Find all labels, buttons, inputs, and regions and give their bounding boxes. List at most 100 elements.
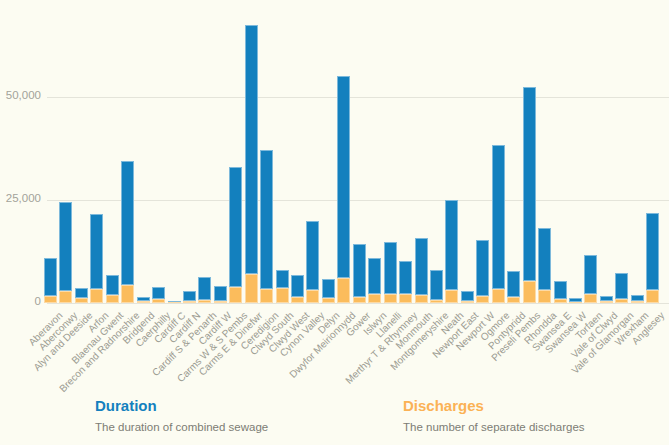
bar-swansea-w[interactable] bbox=[569, 298, 582, 303]
bar-islwyn[interactable] bbox=[368, 258, 381, 303]
bar-segment-discharges[interactable] bbox=[569, 302, 582, 303]
bar-segment-duration[interactable] bbox=[368, 258, 381, 294]
bar-segment-duration[interactable] bbox=[415, 238, 428, 296]
bar-segment-duration[interactable] bbox=[399, 261, 412, 293]
legend-title-discharges[interactable]: Discharges bbox=[403, 396, 669, 416]
bar-segment-duration[interactable] bbox=[554, 281, 567, 299]
bar-bridgend[interactable] bbox=[137, 297, 150, 303]
bar-segment-discharges[interactable] bbox=[337, 278, 350, 303]
bar-segment-duration[interactable] bbox=[44, 258, 57, 297]
bar-carms-w-s-pembs[interactable] bbox=[229, 167, 242, 303]
bar-brecon-and-radnorshire[interactable] bbox=[121, 161, 134, 303]
bar-segment-discharges[interactable] bbox=[584, 294, 597, 303]
bar-segment-duration[interactable] bbox=[445, 200, 458, 290]
bar-segment-discharges[interactable] bbox=[615, 299, 628, 303]
bar-segment-discharges[interactable] bbox=[260, 289, 273, 303]
bar-segment-duration[interactable] bbox=[523, 87, 536, 282]
bar-segment-duration[interactable] bbox=[538, 228, 551, 290]
bar-segment-discharges[interactable] bbox=[198, 300, 211, 303]
bar-segment-discharges[interactable] bbox=[554, 299, 567, 303]
bar-newport-east[interactable] bbox=[461, 291, 474, 303]
bar-alyn-and-deeside[interactable] bbox=[75, 288, 88, 303]
bar-segment-discharges[interactable] bbox=[430, 300, 443, 303]
bar-carms-e-dinefwr[interactable] bbox=[245, 25, 258, 303]
bar-merthyr-t-rhymney[interactable] bbox=[399, 261, 412, 303]
bar-segment-duration[interactable] bbox=[106, 275, 119, 295]
bar-segment-discharges[interactable] bbox=[90, 289, 103, 303]
bar-segment-discharges[interactable] bbox=[276, 288, 289, 303]
bar-cardiff-c[interactable] bbox=[168, 301, 181, 303]
bar-preseli-pembs[interactable] bbox=[523, 87, 536, 303]
bar-segment-duration[interactable] bbox=[229, 167, 242, 286]
legend-title-duration[interactable]: Duration bbox=[95, 396, 385, 416]
bar-segment-duration[interactable] bbox=[306, 221, 319, 290]
bar-segment-discharges[interactable] bbox=[75, 298, 88, 303]
bar-segment-discharges[interactable] bbox=[631, 301, 644, 303]
bar-segment-duration[interactable] bbox=[245, 25, 258, 274]
bar-segment-discharges[interactable] bbox=[523, 281, 536, 303]
bar-segment-discharges[interactable] bbox=[59, 291, 72, 303]
bar-segment-duration[interactable] bbox=[337, 76, 350, 278]
bar-segment-discharges[interactable] bbox=[291, 297, 304, 303]
bar-arfon[interactable] bbox=[90, 214, 103, 303]
bar-segment-duration[interactable] bbox=[75, 288, 88, 298]
bar-segment-discharges[interactable] bbox=[152, 299, 165, 303]
bar-segment-duration[interactable] bbox=[276, 270, 289, 288]
bar-segment-duration[interactable] bbox=[384, 242, 397, 293]
bar-segment-duration[interactable] bbox=[183, 291, 196, 302]
bar-monmouth[interactable] bbox=[415, 238, 428, 303]
bar-gower[interactable] bbox=[353, 244, 366, 303]
bar-segment-discharges[interactable] bbox=[121, 285, 134, 303]
bar-newport-w[interactable] bbox=[476, 240, 489, 303]
bar-cardiff-s-penarth[interactable] bbox=[198, 277, 211, 303]
bar-segment-duration[interactable] bbox=[353, 244, 366, 298]
bar-delyn[interactable] bbox=[322, 279, 335, 303]
bar-segment-duration[interactable] bbox=[615, 273, 628, 299]
bar-anglesey[interactable] bbox=[646, 213, 659, 303]
bar-segment-duration[interactable] bbox=[152, 287, 165, 299]
bar-segment-discharges[interactable] bbox=[44, 296, 57, 303]
bar-segment-discharges[interactable] bbox=[183, 301, 196, 303]
bar-segment-discharges[interactable] bbox=[214, 301, 227, 303]
bar-llanelli[interactable] bbox=[384, 242, 397, 303]
bar-caerphilly[interactable] bbox=[152, 287, 165, 303]
bar-segment-discharges[interactable] bbox=[538, 290, 551, 303]
bar-segment-duration[interactable] bbox=[121, 161, 134, 285]
bar-segment-discharges[interactable] bbox=[461, 301, 474, 303]
bar-segment-discharges[interactable] bbox=[646, 290, 659, 303]
bar-clwyd-west[interactable] bbox=[291, 275, 304, 303]
bar-cardiff-w[interactable] bbox=[214, 286, 227, 303]
legend-item-discharges[interactable]: Discharges The number of separate discha… bbox=[403, 396, 669, 435]
bar-segment-discharges[interactable] bbox=[476, 296, 489, 303]
legend-item-duration[interactable]: Duration The duration of combined sewage bbox=[95, 396, 385, 435]
bar-segment-discharges[interactable] bbox=[368, 294, 381, 303]
bar-segment-discharges[interactable] bbox=[245, 274, 258, 303]
bar-segment-duration[interactable] bbox=[198, 277, 211, 300]
bar-segment-duration[interactable] bbox=[461, 291, 474, 301]
bar-segment-discharges[interactable] bbox=[415, 295, 428, 303]
bar-segment-discharges[interactable] bbox=[168, 302, 181, 303]
bar-blaenau-gwent[interactable] bbox=[106, 275, 119, 303]
bar-segment-duration[interactable] bbox=[59, 202, 72, 291]
bar-cynon-valley[interactable] bbox=[306, 221, 319, 303]
bar-segment-discharges[interactable] bbox=[229, 287, 242, 303]
bar-rhondda[interactable] bbox=[538, 228, 551, 303]
bar-segment-discharges[interactable] bbox=[399, 294, 412, 303]
bar-segment-discharges[interactable] bbox=[353, 297, 366, 303]
bar-segment-duration[interactable] bbox=[584, 255, 597, 294]
bar-segment-discharges[interactable] bbox=[106, 295, 119, 303]
bar-segment-duration[interactable] bbox=[646, 213, 659, 290]
bar-clwyd-south[interactable] bbox=[276, 270, 289, 303]
bar-segment-discharges[interactable] bbox=[137, 301, 150, 303]
bar-segment-duration[interactable] bbox=[430, 270, 443, 299]
bar-segment-duration[interactable] bbox=[90, 214, 103, 289]
bar-vale-of-glamorgan[interactable] bbox=[615, 273, 628, 303]
bar-ceredigion[interactable] bbox=[260, 150, 273, 303]
bar-cardiff-n[interactable] bbox=[183, 291, 196, 303]
bar-torfaen[interactable] bbox=[584, 255, 597, 303]
bar-montgomeryshire[interactable] bbox=[430, 270, 443, 303]
bar-segment-duration[interactable] bbox=[260, 150, 273, 288]
bar-segment-discharges[interactable] bbox=[445, 290, 458, 303]
bar-segment-discharges[interactable] bbox=[306, 290, 319, 303]
bar-aberavon[interactable] bbox=[44, 258, 57, 303]
